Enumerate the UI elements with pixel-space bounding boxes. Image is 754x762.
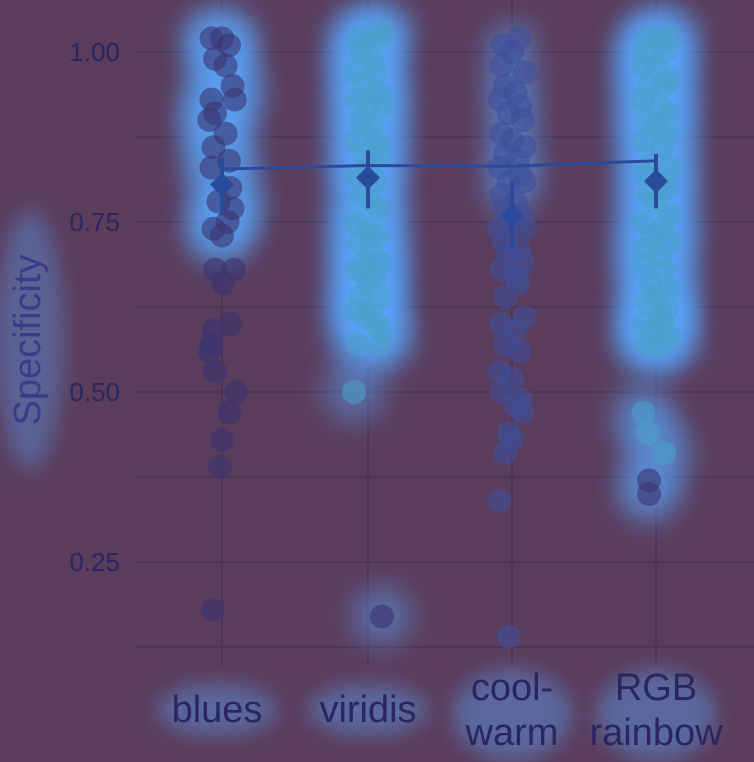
data-point [197,108,222,132]
data-point [197,339,222,364]
data-point [217,400,241,425]
glow-halo [452,669,572,761]
data-point [370,94,394,119]
mean-marker [356,165,380,190]
data-point [218,312,243,336]
y-tick-label: 1.00 [69,37,120,67]
x-category-label: cool- [471,667,553,709]
data-point [631,250,656,275]
glow-halo [308,684,428,736]
data-point [493,441,517,466]
data-point [201,135,226,160]
data-point [631,400,656,425]
x-category-label: warm [465,712,559,754]
x-category-label: viridis [319,689,416,731]
data-point [512,216,537,241]
y-tick-label: 0.50 [69,377,120,407]
mean-marker [210,172,234,197]
data-point [207,454,232,479]
data-point [631,128,656,153]
data-point [512,60,537,85]
data-point [510,108,535,132]
data-point [487,488,512,513]
data-point [368,332,393,357]
glow-halo [157,684,277,736]
data-point [370,604,394,629]
data-point [210,223,234,248]
data-point [210,427,234,452]
data-point [222,87,247,112]
data-point [211,271,236,296]
mean-marker [644,169,668,194]
y-tick-label: 0.25 [69,547,120,577]
glow-halo [596,669,716,761]
data-point [224,380,248,404]
data-point [507,339,531,364]
summary-layer [210,150,668,250]
y-tick-label: 0.75 [69,207,120,237]
data-point [652,441,677,466]
data-point [512,169,537,194]
y-axis-title: Specificity [7,254,49,425]
glow-halo [0,210,64,470]
data-point [510,400,535,425]
data-point [651,74,675,98]
data-point [370,19,394,44]
trend-line [221,159,657,171]
data-point [203,359,227,384]
data-point [637,482,661,506]
data-point [496,624,521,649]
x-category-label: blues [172,689,263,731]
x-category-label: rainbow [589,712,723,754]
data-point [647,332,672,357]
data-points [197,19,682,649]
data-point [345,332,370,357]
data-point [493,284,517,309]
data-point [635,420,660,445]
data-point [199,155,224,180]
data-point [489,53,514,78]
data-point [213,53,238,78]
axis-labels: 0.25 0.50 0.75 1.00 Specificity blues viridis c… [7,37,723,754]
data-point [342,380,366,404]
data-point [366,196,391,221]
data-point [200,597,225,622]
mean-marker [500,203,524,228]
x-category-label: RGB [615,667,697,709]
